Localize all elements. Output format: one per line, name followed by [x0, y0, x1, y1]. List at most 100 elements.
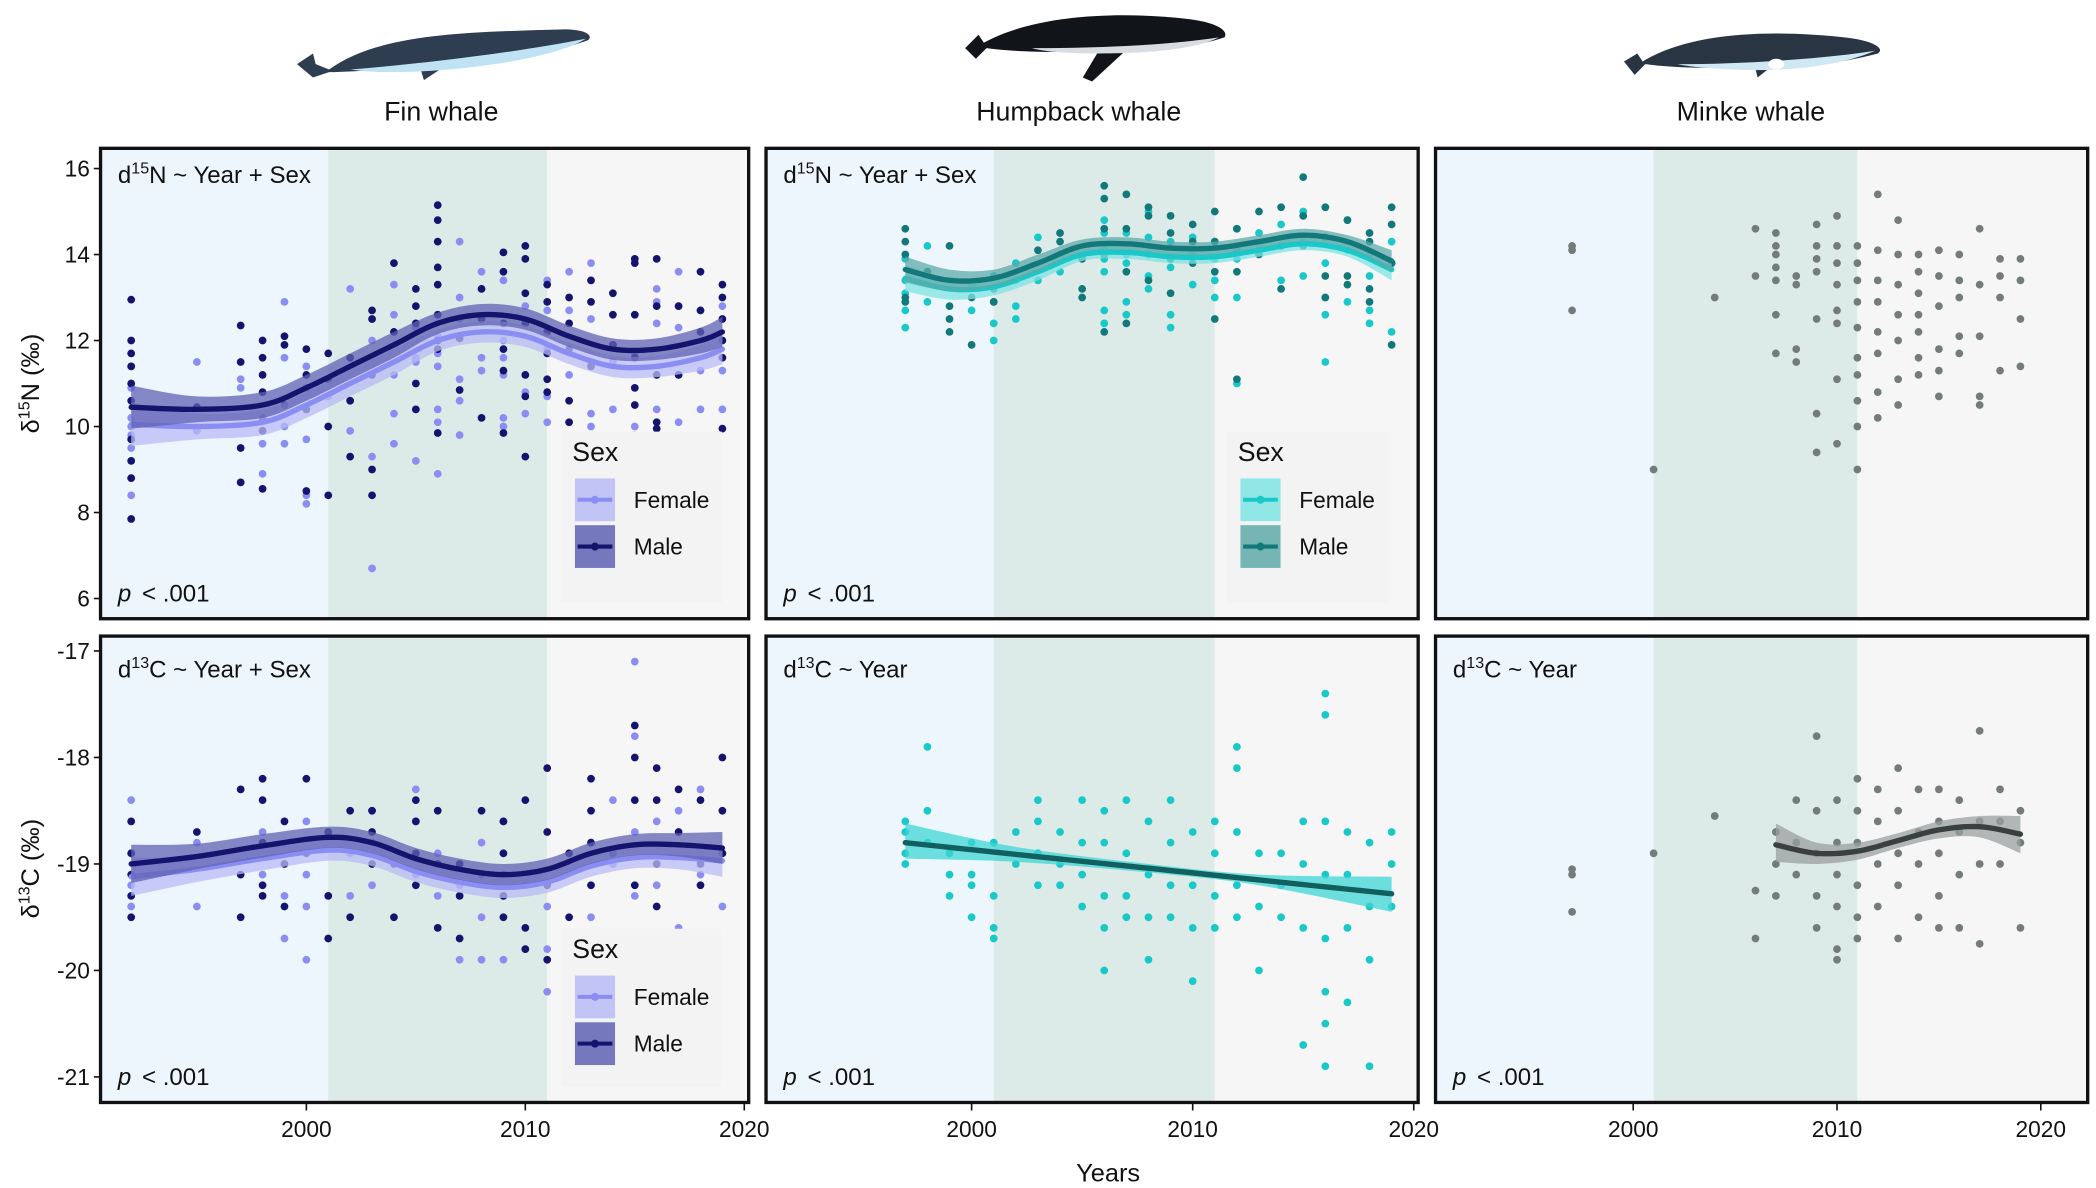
data-point — [1771, 860, 1780, 868]
data-point — [587, 409, 595, 418]
data-point — [390, 439, 398, 448]
data-point — [565, 913, 573, 922]
data-point — [1188, 828, 1197, 836]
data-point — [2016, 276, 2025, 285]
data-point — [609, 289, 617, 298]
data-point — [1853, 297, 1862, 306]
data-point — [652, 319, 661, 328]
data-point — [1873, 328, 1882, 336]
data-point — [609, 796, 617, 804]
data-point — [324, 422, 333, 431]
data-point — [1387, 203, 1396, 212]
fit-line — [1773, 823, 2024, 857]
data-point — [1996, 366, 2004, 375]
data-point — [499, 276, 508, 285]
data-point — [1914, 860, 1923, 868]
data-point — [1935, 923, 1943, 932]
data-point — [565, 306, 573, 315]
data-point — [630, 828, 639, 836]
data-point — [1034, 881, 1042, 890]
data-point — [1792, 345, 1801, 354]
data-point — [1771, 242, 1780, 250]
data-point — [1277, 849, 1285, 858]
data-point — [521, 945, 530, 954]
y-tick-label: 8 — [77, 500, 90, 526]
species-title-minke: Minke whale — [1677, 96, 1826, 126]
data-point — [1894, 934, 1903, 943]
data-point — [565, 267, 573, 276]
data-point — [499, 422, 508, 431]
p-value-label: p < .001 — [782, 580, 875, 607]
data-point — [1387, 237, 1396, 246]
data-point — [1812, 892, 1821, 900]
data-point — [1299, 923, 1308, 932]
fit-line — [128, 311, 726, 413]
data-point — [1833, 439, 1841, 448]
data-point — [1100, 319, 1109, 328]
data-point — [1387, 860, 1396, 868]
zone-after — [1857, 636, 2088, 1103]
data-point — [1873, 902, 1882, 911]
data-point — [696, 405, 705, 414]
data-point — [1122, 259, 1131, 268]
data-point — [1853, 276, 1862, 285]
data-point — [901, 306, 910, 315]
data-point — [1914, 371, 1923, 379]
data-point — [630, 732, 639, 741]
data-point — [236, 913, 245, 922]
data-point — [1792, 272, 1801, 280]
data-point — [1812, 732, 1821, 741]
data-point — [455, 431, 464, 439]
data-point — [1894, 310, 1903, 319]
data-point — [258, 796, 267, 804]
data-point — [1914, 913, 1923, 922]
data-point — [1233, 293, 1241, 302]
data-point — [587, 806, 595, 815]
data-point — [455, 293, 464, 302]
data-point — [236, 375, 245, 384]
data-point — [1233, 267, 1241, 276]
data-point — [1365, 272, 1374, 280]
data-point — [1277, 285, 1285, 293]
legend-point — [590, 542, 599, 551]
data-point — [652, 817, 661, 826]
x-tick-label: 2000 — [281, 1116, 332, 1142]
data-point — [1255, 207, 1263, 216]
data-point — [1034, 233, 1042, 242]
data-point — [455, 892, 464, 900]
data-point — [302, 902, 311, 911]
data-point — [127, 457, 136, 465]
data-point — [1210, 267, 1219, 276]
data-point — [1144, 913, 1153, 922]
data-point — [258, 881, 267, 890]
data-point — [543, 297, 552, 306]
data-point — [1321, 272, 1330, 280]
data-point — [1166, 838, 1175, 847]
data-point — [1321, 934, 1330, 943]
data-point — [923, 742, 932, 751]
legend-label-male: Male — [634, 1031, 683, 1057]
data-point — [1975, 939, 1984, 948]
data-point — [280, 297, 289, 306]
data-point — [258, 371, 267, 379]
data-point — [390, 310, 398, 319]
legend-title: Sex — [572, 437, 619, 467]
data-point — [346, 913, 355, 922]
data-point — [1144, 211, 1153, 220]
data-point — [302, 435, 311, 444]
data-point — [1343, 272, 1352, 280]
data-point — [989, 923, 998, 932]
data-point — [1955, 923, 1964, 932]
y-tick-label: 10 — [65, 414, 90, 440]
data-point — [280, 902, 289, 911]
data-point — [1955, 870, 1964, 879]
data-point — [1166, 211, 1175, 220]
data-point — [901, 860, 910, 868]
plot-area — [127, 657, 727, 996]
data-point — [127, 295, 136, 304]
data-point — [587, 774, 595, 783]
data-point — [630, 383, 639, 392]
zone-shaded-period — [1653, 636, 1858, 1103]
data-point — [1935, 892, 1943, 900]
data-point — [433, 280, 442, 289]
